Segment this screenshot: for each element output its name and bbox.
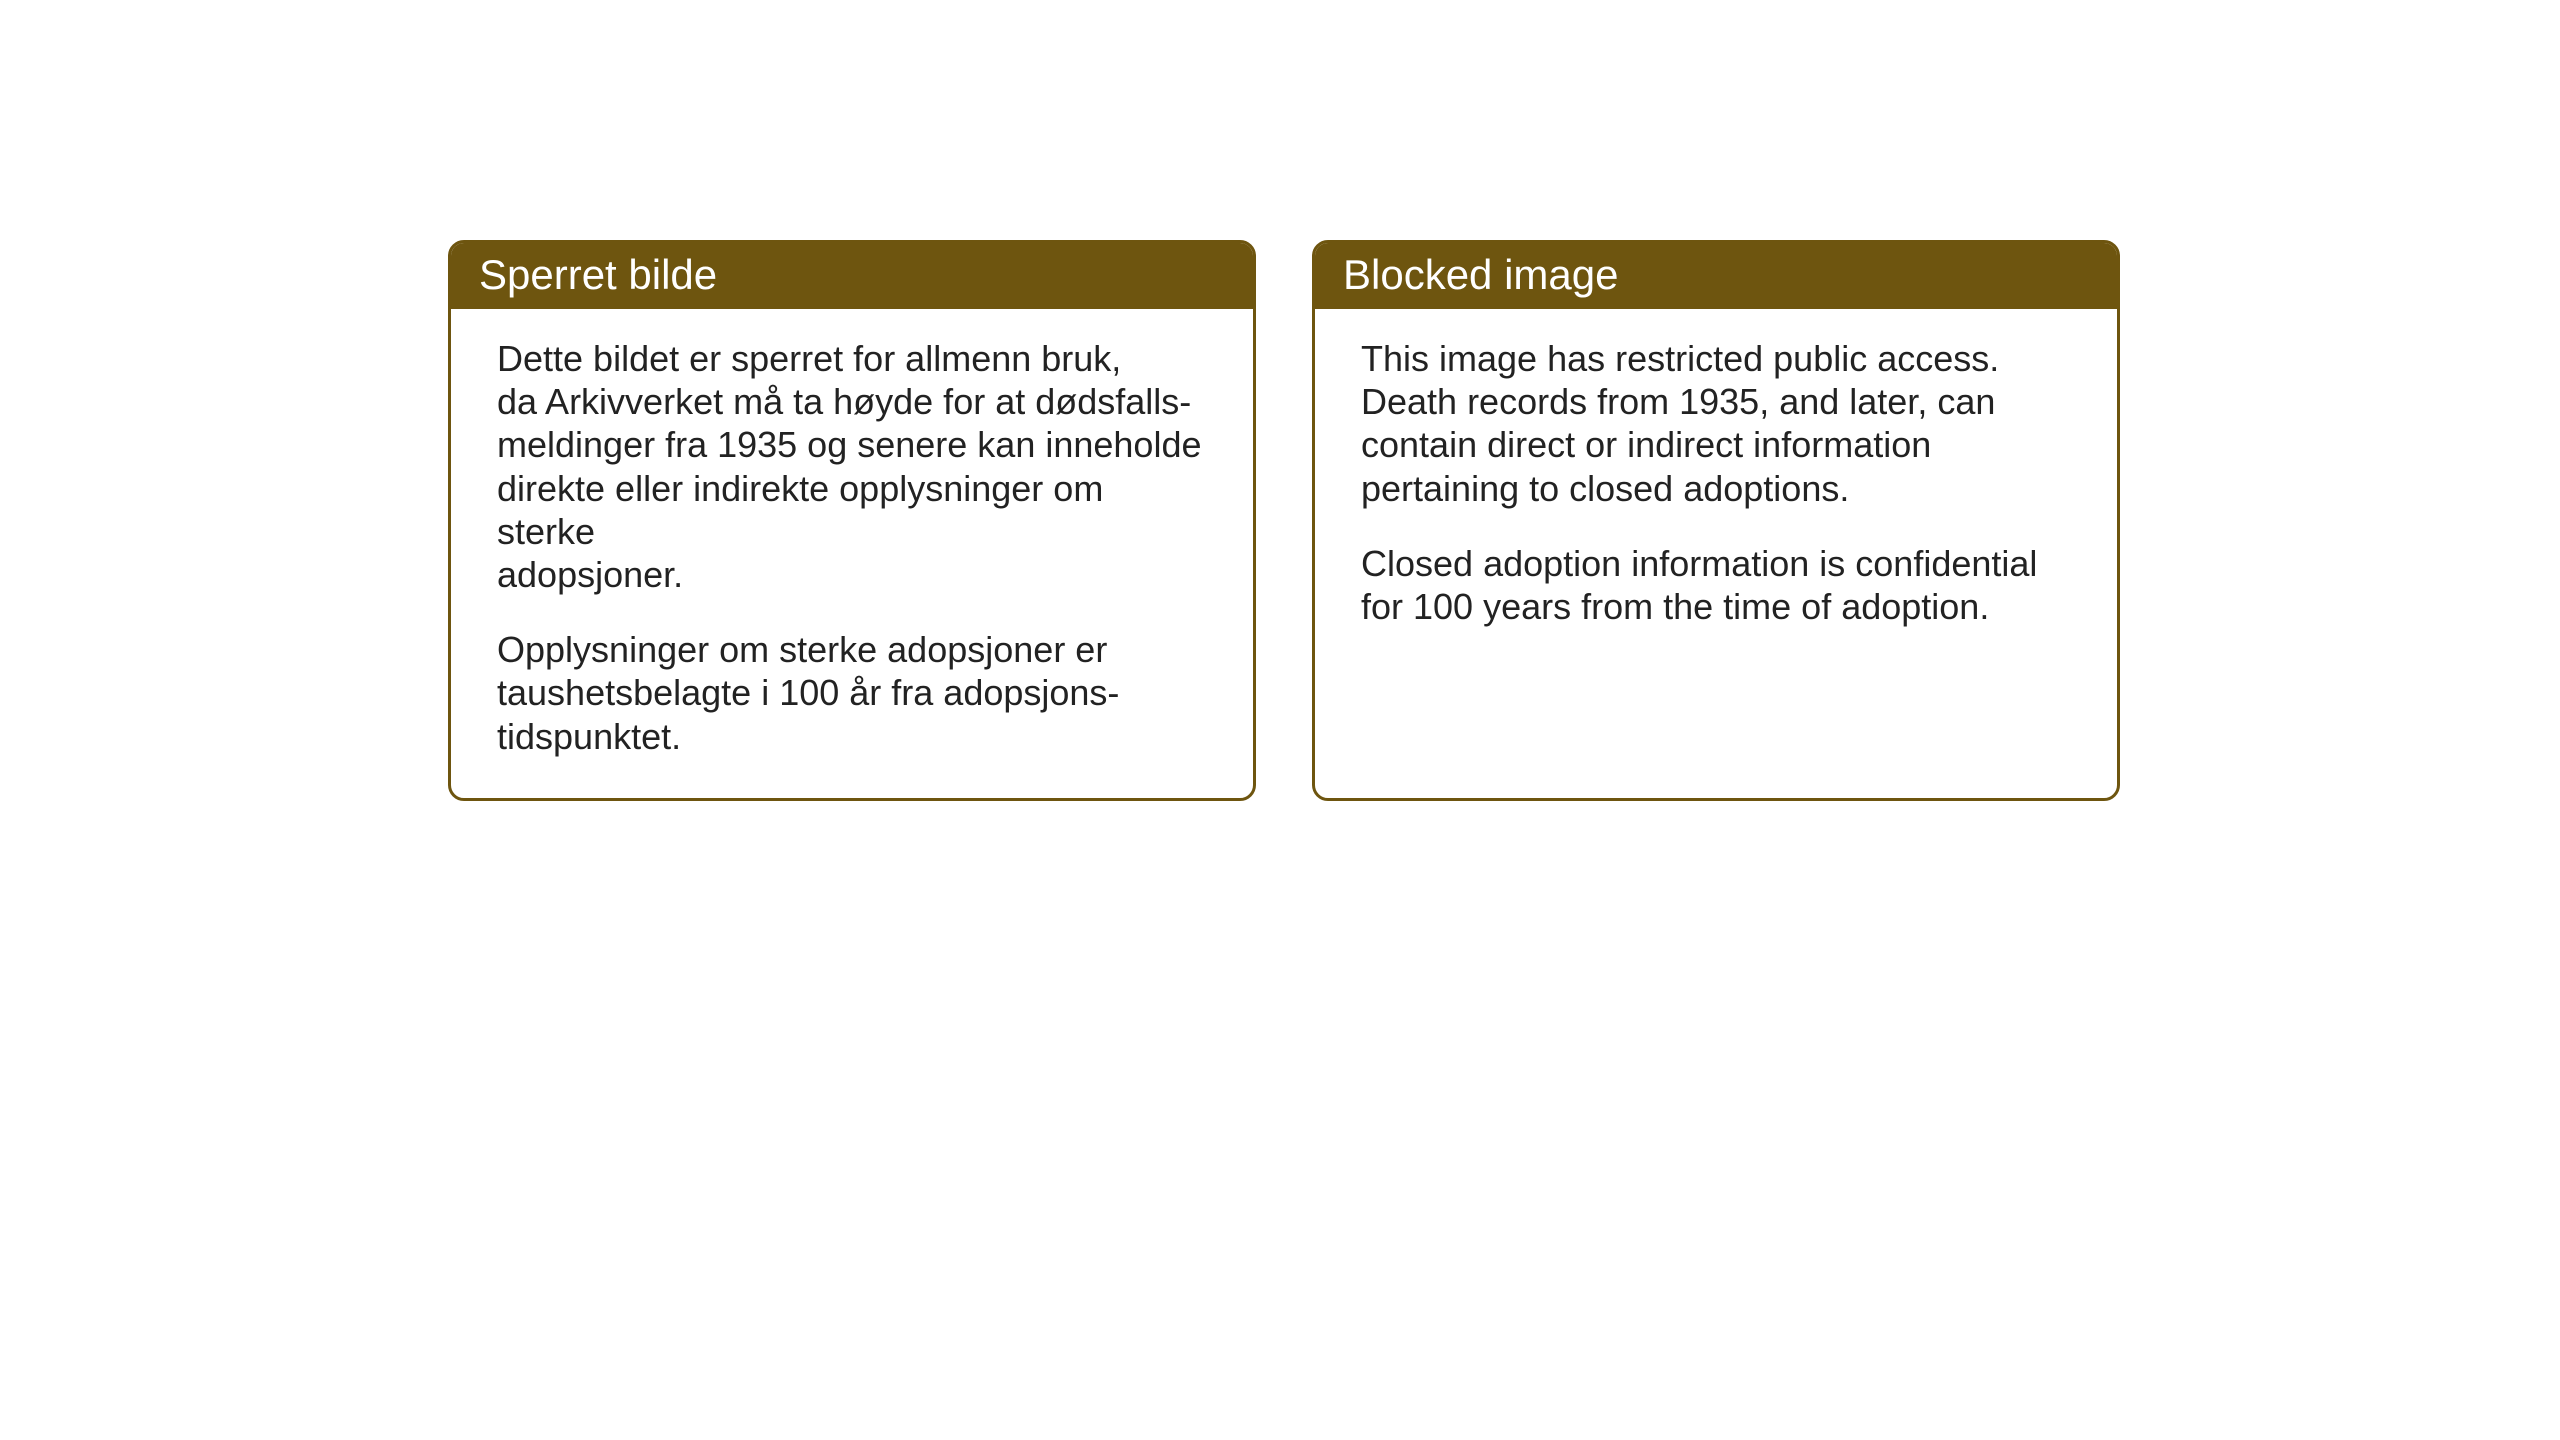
notice-header-english: Blocked image	[1315, 243, 2117, 309]
notice-body-english: This image has restricted public access.…	[1315, 309, 2117, 697]
notice-card-norwegian: Sperret bilde Dette bildet er sperret fo…	[448, 240, 1256, 801]
notice-body-norwegian: Dette bildet er sperret for allmenn bruk…	[451, 309, 1253, 798]
notice-header-norwegian: Sperret bilde	[451, 243, 1253, 309]
notice-paragraph-2-norwegian: Opplysninger om sterke adopsjoner er tau…	[497, 628, 1207, 758]
notice-card-english: Blocked image This image has restricted …	[1312, 240, 2120, 801]
notice-container: Sperret bilde Dette bildet er sperret fo…	[448, 240, 2120, 801]
notice-paragraph-2-english: Closed adoption information is confident…	[1361, 542, 2071, 628]
notice-paragraph-1-norwegian: Dette bildet er sperret for allmenn bruk…	[497, 337, 1207, 596]
notice-paragraph-1-english: This image has restricted public access.…	[1361, 337, 2071, 510]
